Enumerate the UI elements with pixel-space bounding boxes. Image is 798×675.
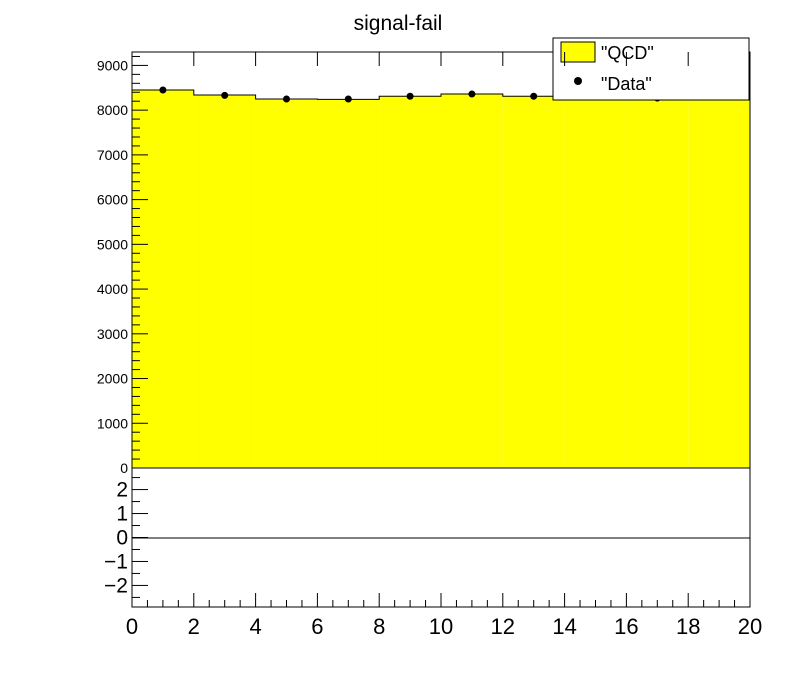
x-tick-label: 0 bbox=[126, 614, 138, 639]
ratio-tick-label: 2 bbox=[116, 479, 128, 502]
ratio-tick-label: −1 bbox=[104, 550, 128, 573]
y-tick-label: 7000 bbox=[97, 147, 128, 163]
y-tick-label: 1000 bbox=[97, 415, 128, 431]
main-panel: 0 1000 2000 3000 4000 5000 6000 7000 8000 9000 bbox=[97, 51, 751, 476]
qcd-bar bbox=[379, 96, 441, 468]
legend-data-marker bbox=[574, 77, 582, 85]
x-tick-label: 10 bbox=[429, 614, 453, 639]
qcd-bar bbox=[564, 95, 627, 468]
qcd-bar bbox=[688, 95, 750, 468]
x-tick-label: 12 bbox=[491, 614, 515, 639]
y-tick-label: 0 bbox=[120, 460, 128, 476]
qcd-histogram bbox=[132, 90, 750, 469]
qcd-bar bbox=[193, 94, 256, 469]
y-tick-label: 8000 bbox=[97, 102, 128, 118]
x-tick-label: 6 bbox=[311, 614, 323, 639]
y-tick-label: 6000 bbox=[97, 192, 128, 208]
data-point bbox=[159, 86, 167, 94]
x-tick-label: 14 bbox=[552, 614, 576, 639]
x-tick-label: 20 bbox=[738, 614, 762, 639]
y-tick-label: 9000 bbox=[97, 57, 128, 73]
x-tick-label: 8 bbox=[373, 614, 385, 639]
y-tick-label: 4000 bbox=[97, 281, 128, 297]
data-point bbox=[283, 95, 290, 103]
qcd-bar bbox=[132, 90, 194, 468]
ratio-tick-label: 0 bbox=[116, 527, 128, 550]
y-tick-label: 3000 bbox=[97, 326, 128, 342]
x-tick-label: 2 bbox=[188, 614, 200, 639]
legend-qcd-swatch bbox=[560, 41, 596, 63]
y-tick-label: 2000 bbox=[97, 371, 128, 387]
x-axis: 0 2 4 6 8 10 12 14 16 18 20 bbox=[126, 52, 762, 639]
legend-data-label: "Data" bbox=[601, 74, 652, 94]
data-point bbox=[468, 90, 476, 98]
ratio-tick-label: −2 bbox=[104, 574, 128, 597]
legend-qcd-label: "QCD" bbox=[601, 43, 654, 63]
data-point bbox=[406, 92, 414, 100]
qcd-bar bbox=[626, 97, 689, 468]
x-tick-label: 18 bbox=[676, 614, 700, 639]
y-axis: 0 1000 2000 3000 4000 5000 6000 7000 8000 9000 bbox=[97, 55, 148, 476]
data-point bbox=[344, 95, 352, 103]
chart-title: signal-fail bbox=[354, 12, 443, 35]
legend: "QCD" "Data" bbox=[552, 37, 750, 101]
qcd-bar bbox=[255, 98, 318, 468]
qcd-bar bbox=[502, 96, 565, 468]
x-tick-label: 4 bbox=[249, 614, 261, 639]
data-point bbox=[530, 92, 538, 100]
qcd-bar bbox=[317, 99, 380, 469]
ratio-tick-label: 1 bbox=[116, 503, 128, 526]
qcd-bar bbox=[441, 94, 503, 469]
y-tick-label: 5000 bbox=[97, 236, 128, 252]
x-tick-label: 16 bbox=[614, 614, 638, 639]
data-point bbox=[221, 91, 229, 99]
